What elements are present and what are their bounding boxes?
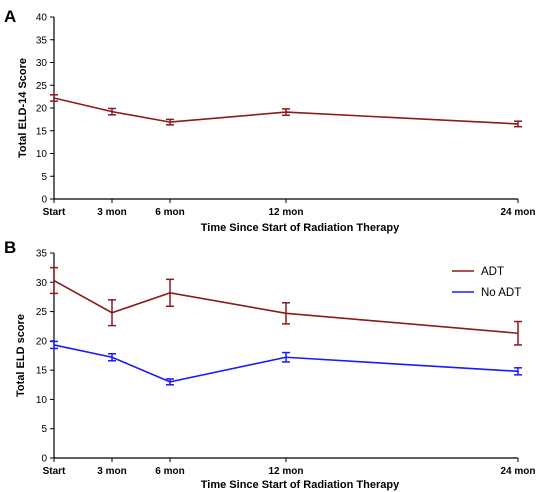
y-tick-label: 20: [36, 336, 48, 347]
data-point: [285, 111, 287, 113]
x-tick-label: 6 mon: [155, 466, 184, 477]
y-tick-label: 30: [36, 278, 48, 289]
x-tick-label: 12 mon: [268, 466, 303, 477]
data-point: [169, 292, 171, 294]
data-point: [111, 111, 113, 113]
y-tick-label: 25: [36, 307, 48, 318]
y-tick-label: 35: [36, 35, 48, 46]
series-1: [50, 340, 522, 386]
data-point: [111, 356, 113, 358]
panel-label: B: [4, 238, 16, 257]
y-tick-label: 35: [36, 249, 48, 260]
data-point: [517, 123, 519, 125]
x-tick-label: 12 mon: [268, 207, 303, 218]
data-point: [53, 344, 55, 346]
x-tick-label: 3 mon: [97, 207, 126, 218]
y-tick-label: 40: [36, 13, 48, 24]
data-point: [285, 312, 287, 314]
x-axis-title: Time Since Start of Radiation Therapy: [201, 222, 400, 234]
y-tick-label: 15: [36, 126, 48, 137]
x-tick-label: 24 mon: [500, 466, 535, 477]
y-tick-label: 10: [36, 395, 48, 406]
data-point: [111, 312, 113, 314]
data-point: [169, 121, 171, 123]
series-0: [50, 266, 522, 346]
series-line: [53, 344, 519, 383]
y-tick-label: 30: [36, 58, 48, 69]
data-point: [53, 97, 55, 99]
chart-panel-a: A 0 5 10 15 20 25 30 35 40 Start 3 mon 6 mon 12 mon 24…: [4, 7, 536, 234]
x-tick-label: Start: [43, 466, 66, 477]
y-tick-label: 15: [36, 366, 48, 377]
y-axis-title: Total ELD score: [15, 314, 27, 397]
chart-panel-b: B 0 5 10 15 20 25 30 35 Start 3 mon 6 mon 12 mon 24 m…: [4, 238, 536, 491]
y-tick-label: 10: [36, 149, 48, 160]
x-tick-label: 24 mon: [500, 207, 535, 218]
data-point: [517, 370, 519, 372]
data-point: [169, 381, 171, 383]
data-point: [517, 332, 519, 334]
legend-label: ADT: [481, 266, 504, 278]
y-tick-label: 20: [36, 104, 48, 115]
y-tick-label: 0: [41, 454, 47, 465]
y-tick-label: 0: [41, 195, 47, 206]
x-axis-title: Time Since Start of Radiation Therapy: [201, 479, 400, 491]
y-tick-label: 25: [36, 81, 48, 92]
y-tick-label: 5: [41, 172, 47, 183]
y-axis-title: Total ELD-14 Score: [17, 58, 29, 158]
x-tick-label: 6 mon: [155, 207, 184, 218]
legend: ADT No ADT: [452, 266, 521, 299]
data-point: [53, 279, 55, 282]
data-point: [285, 356, 287, 358]
y-tick-label: 5: [41, 424, 47, 435]
x-tick-label: Start: [43, 207, 66, 218]
series-0: [50, 94, 522, 128]
panel-label: A: [4, 7, 16, 26]
legend-label: No ADT: [481, 287, 521, 299]
x-tick-label: 3 mon: [97, 466, 126, 477]
